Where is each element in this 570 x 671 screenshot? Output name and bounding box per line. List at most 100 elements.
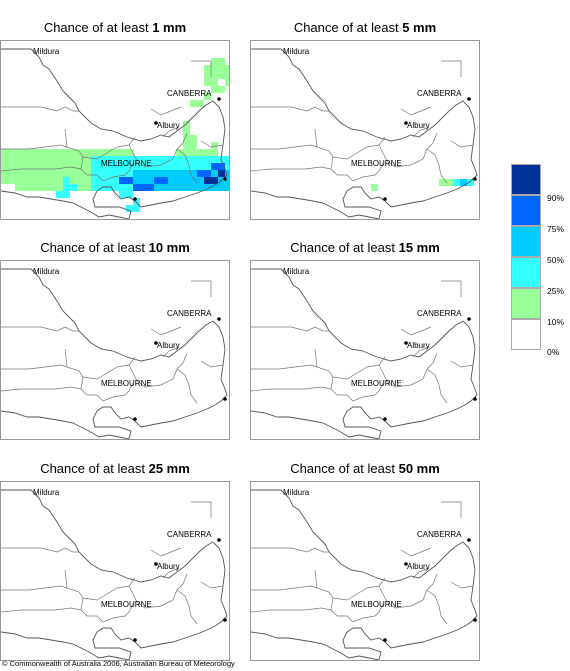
district-boundary xyxy=(1,166,82,172)
probability-cell xyxy=(154,184,161,191)
district-boundary xyxy=(1,144,68,150)
district-boundary xyxy=(400,106,432,116)
probability-cell xyxy=(126,177,133,184)
place-albury: Albury xyxy=(157,121,180,130)
district-boundary xyxy=(441,501,462,518)
canberra-marker xyxy=(217,97,221,101)
district-boundary xyxy=(251,547,329,553)
probability-cell xyxy=(182,170,189,177)
district-boundary xyxy=(150,547,182,557)
district-boundary xyxy=(314,569,386,601)
probability-cell xyxy=(140,156,147,163)
place-albury: Albury xyxy=(407,341,430,350)
probability-cell xyxy=(105,163,112,170)
probability-cell xyxy=(217,156,224,163)
probability-cell xyxy=(8,163,15,170)
district-boundary xyxy=(412,567,430,579)
place-mildura: Mildura xyxy=(33,488,60,497)
melbourne-marker xyxy=(133,197,137,201)
probability-cell xyxy=(43,177,50,184)
probability-cell xyxy=(133,163,140,170)
probability-cell xyxy=(203,156,210,163)
map-15mm: Mildura CANBERRA Albury MELBOURNE xyxy=(250,260,480,440)
probability-cell xyxy=(85,156,92,163)
probability-cell xyxy=(189,170,196,177)
probability-cell xyxy=(105,170,112,177)
district-boundary xyxy=(1,585,68,591)
probability-cell xyxy=(106,149,113,156)
district-boundary xyxy=(251,607,332,613)
probability-cell xyxy=(36,184,43,191)
probability-cell xyxy=(175,170,182,177)
probability-cell xyxy=(189,184,196,191)
probability-cell xyxy=(154,163,161,170)
probability-cell xyxy=(204,170,211,177)
probability-cell xyxy=(50,170,57,177)
probability-cell xyxy=(43,149,50,156)
district-boundary xyxy=(128,352,188,388)
probability-cell xyxy=(189,177,196,184)
legend-swatch-0 xyxy=(511,319,541,350)
probability-cell xyxy=(211,149,218,156)
panel-title: Chance of at least 5 mm xyxy=(293,20,437,35)
probability-cell xyxy=(15,177,22,184)
probability-cell xyxy=(147,177,154,184)
probability-cell xyxy=(8,156,15,163)
probability-cell xyxy=(64,156,71,163)
probability-cell xyxy=(210,170,217,177)
legend-tick: 0% xyxy=(547,347,560,357)
probability-cell xyxy=(204,149,211,156)
district-boundary xyxy=(1,106,79,112)
probability-cell xyxy=(154,177,161,184)
victoria-map xyxy=(251,48,478,219)
probability-cell xyxy=(182,156,189,163)
probability-cell xyxy=(15,170,22,177)
map-1mm: Mildura CANBERRA Albury MELBOURNE xyxy=(0,40,230,220)
district-boundary xyxy=(251,364,318,370)
gabo-marker xyxy=(223,618,227,622)
district-boundary xyxy=(162,126,180,138)
probability-cell xyxy=(161,170,168,177)
state-outline xyxy=(251,48,478,219)
map-50mm: Mildura CANBERRA Albury MELBOURNE xyxy=(250,481,480,661)
probability-cell xyxy=(211,177,218,184)
canberra-marker xyxy=(467,97,471,101)
probability-cell xyxy=(147,170,154,177)
victoria-map xyxy=(1,489,228,660)
district-boundary xyxy=(426,589,448,625)
probability-cell xyxy=(78,177,85,184)
probability-cell xyxy=(113,149,120,156)
probability-cell xyxy=(140,184,147,191)
probability-cell xyxy=(217,184,224,191)
district-boundary xyxy=(176,368,198,404)
probability-cell xyxy=(204,72,211,79)
place-albury: Albury xyxy=(407,121,430,130)
place-canberra: CANBERRA xyxy=(417,89,462,98)
place-melbourne: MELBOURNE xyxy=(101,159,152,168)
probability-cell xyxy=(15,163,22,170)
probability-cell xyxy=(22,163,29,170)
probability-cell xyxy=(210,156,217,163)
district-boundary xyxy=(162,346,180,358)
place-mildura: Mildura xyxy=(283,47,310,56)
probability-cell xyxy=(161,163,168,170)
probability-cell xyxy=(175,177,182,184)
probability-cell xyxy=(133,205,140,212)
district-boundary xyxy=(176,589,198,625)
gabo-marker xyxy=(223,177,227,181)
probability-cell xyxy=(196,156,203,163)
melbourne-marker xyxy=(133,638,137,642)
probability-cell xyxy=(161,177,168,184)
probability-cell xyxy=(91,177,98,184)
district-boundary xyxy=(1,364,68,370)
probability-cell xyxy=(105,184,112,191)
probability-cell xyxy=(105,177,112,184)
probability-cell xyxy=(112,156,119,163)
probability-cell xyxy=(197,149,204,156)
place-melbourne: MELBOURNE xyxy=(351,600,402,609)
probability-cell xyxy=(43,184,50,191)
place-mildura: Mildura xyxy=(283,267,310,276)
probability-cell xyxy=(91,170,98,177)
probability-cell xyxy=(112,170,119,177)
district-boundary xyxy=(412,346,430,358)
